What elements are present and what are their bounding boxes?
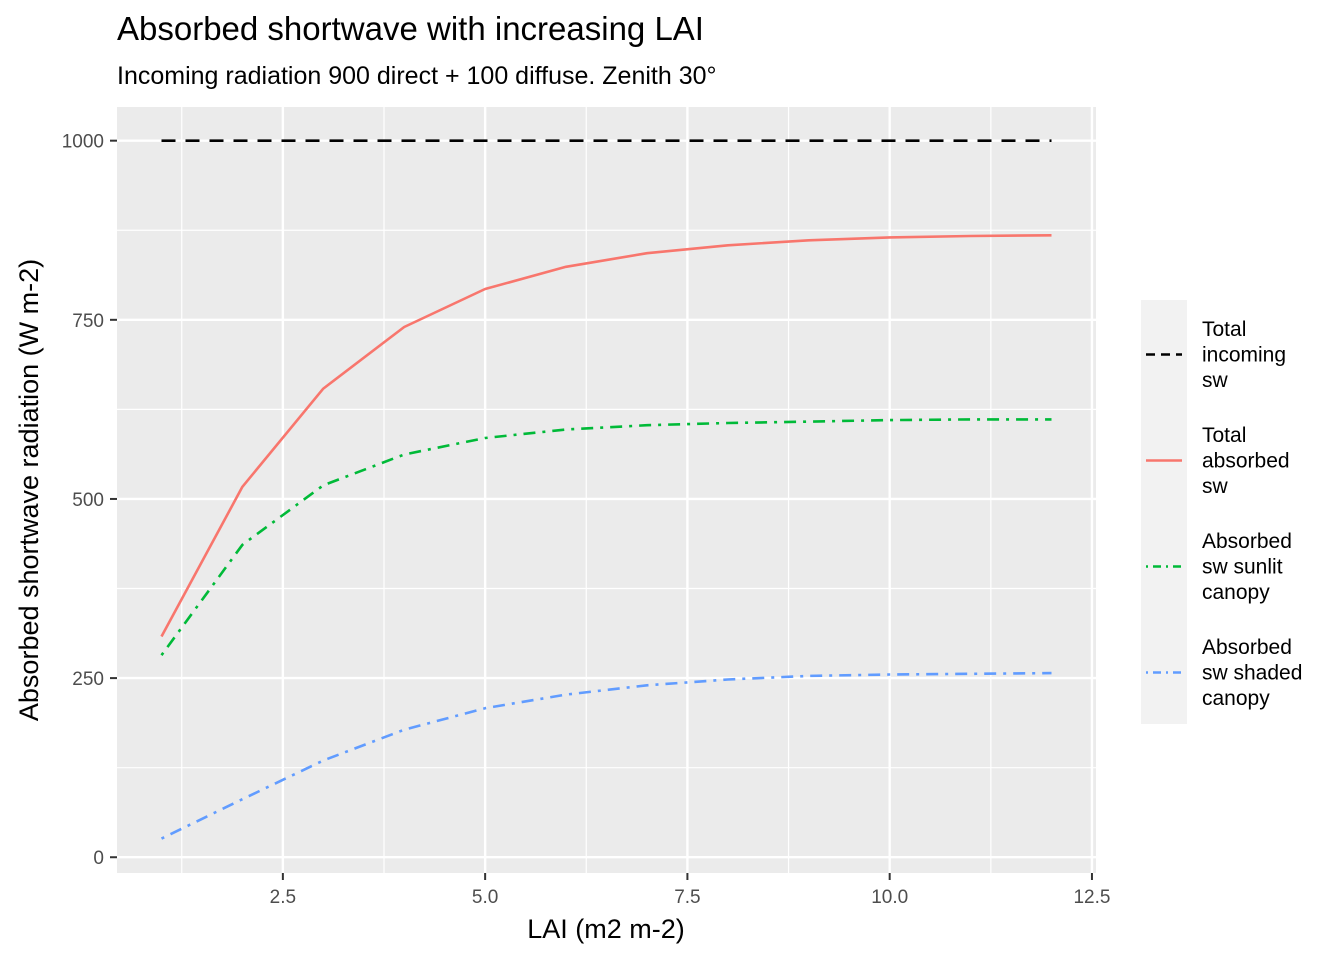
legend-label: canopy [1202,581,1270,604]
legend-key-background [1141,300,1187,724]
grid-major [117,107,1096,873]
y-tick-label: 0 [93,848,104,869]
series-line-2 [160,418,1052,656]
y-axis-label: Absorbed shortwave radiation (W m-2) [14,259,44,721]
series-layer [160,139,1052,840]
chart-title: Absorbed shortwave with increasing LAI [117,10,704,47]
x-tick-label: 2.5 [270,887,296,908]
x-axis-label: LAI (m2 m-2) [527,914,685,944]
grid-minor [117,107,1096,873]
series-line-1 [160,234,1052,638]
chart-subtitle: Incoming radiation 900 direct + 100 diff… [117,62,717,90]
legend-label: sw [1202,475,1229,498]
legend: TotalincomingswTotalabsorbedswAbsorbedsw… [1141,300,1302,724]
y-tick-label: 1000 [62,132,104,153]
legend-label: sw sunlit [1202,556,1283,579]
y-tick-label: 750 [72,311,104,332]
x-tick-label: 7.5 [674,887,700,908]
x-tick-label: 10.0 [871,887,908,908]
x-axis: 2.5 5.0 7.5 10.0 12.5 [270,873,1110,908]
legend-label: absorbed [1202,450,1290,473]
x-tick-label: 12.5 [1073,887,1110,908]
legend-label: canopy [1202,687,1270,710]
y-tick-label: 500 [72,490,104,511]
y-axis: 0 250 500 750 1000 [62,132,117,869]
x-tick-label: 5.0 [472,887,498,908]
legend-label: incoming [1202,344,1286,367]
plot-panel [117,107,1096,873]
series-line-3 [160,671,1052,840]
legend-label: sw [1202,369,1229,392]
legend-label: Total [1202,318,1246,341]
legend-label: Absorbed [1202,530,1292,553]
legend-label: Absorbed [1202,636,1292,659]
legend-label: sw shaded [1202,662,1302,685]
y-tick-label: 250 [72,669,104,690]
legend-label: Total [1202,424,1246,447]
